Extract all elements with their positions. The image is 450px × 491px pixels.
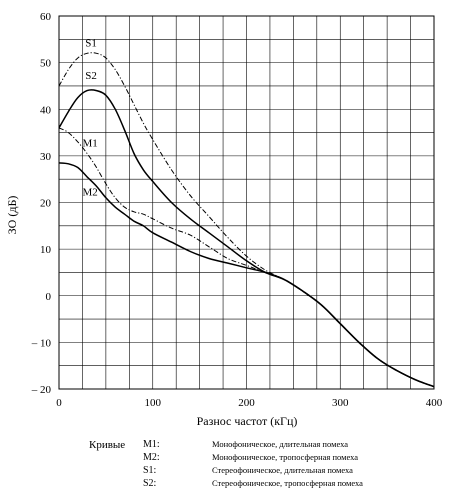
y-tick-label: – 10 — [31, 337, 52, 349]
y-tick-label: 30 — [40, 151, 52, 163]
legend-text: Монофоническое, длительная помеха — [212, 439, 349, 449]
curve-label-m2: M2 — [82, 187, 97, 199]
x-tick-label: 300 — [332, 397, 349, 409]
legend-text: Стереофоническое, тропосферная помеха — [212, 478, 363, 488]
curve-m1 — [58, 127, 435, 388]
legend-code: M2: — [143, 452, 160, 463]
grid — [58, 15, 435, 390]
y-tick-label: 50 — [40, 58, 52, 70]
y-tick-label: 40 — [40, 104, 52, 116]
legend: Кривые M1: Монофоническое, длительная по… — [0, 437, 450, 491]
x-tick-label: 0 — [56, 397, 62, 409]
y-axis-label: ЗО (дБ) — [5, 196, 19, 235]
legend-text: Стереофоническое, длительная помеха — [212, 465, 353, 475]
y-tick-label: 0 — [46, 291, 52, 303]
curve-m2 — [58, 162, 435, 388]
y-tick-label: 60 — [40, 11, 52, 23]
x-tick-label: 100 — [145, 397, 162, 409]
y-tick-labels: 60 50 40 30 20 10 0 – 10 – 20 — [31, 11, 52, 396]
legend-entry-s2: S2: Стереофоническое, тропосферная помех… — [0, 478, 450, 490]
x-tick-labels: 0 100 200 300 400 — [56, 397, 443, 409]
y-tick-label: 20 — [40, 198, 52, 210]
curve-label-m1: M1 — [82, 138, 97, 150]
legend-code: S2: — [143, 478, 157, 489]
x-tick-label: 200 — [238, 397, 255, 409]
legend-title: Кривые — [89, 439, 126, 451]
y-tick-label: – 20 — [31, 384, 52, 396]
x-axis-label: Разнос частот (кГц) — [197, 414, 298, 428]
curve-labels: S1 S2 M1 M2 — [82, 37, 97, 198]
curve-label-s1: S1 — [85, 37, 97, 49]
legend-code: M1: — [143, 439, 160, 450]
y-tick-label: 10 — [40, 244, 52, 256]
legend-entry-s1: S1: Стереофоническое, длительная помеха — [0, 465, 450, 477]
curve-label-s2: S2 — [85, 70, 97, 82]
legend-entry-m2: M2: Монофоническое, тропосферная помеха — [0, 452, 450, 464]
x-tick-label: 400 — [426, 397, 443, 409]
plot-frame — [58, 15, 435, 390]
legend-entry-m1: M1: Монофоническое, длительная помеха — [0, 439, 450, 451]
legend-text: Монофоническое, тропосферная помеха — [212, 452, 359, 462]
legend-code: S1: — [143, 465, 157, 476]
curves — [58, 52, 435, 388]
